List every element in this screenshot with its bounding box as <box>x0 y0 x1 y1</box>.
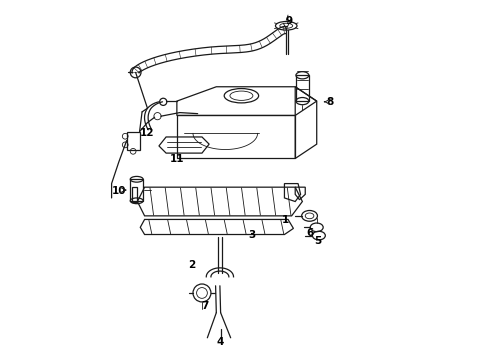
Text: 4: 4 <box>217 337 224 347</box>
Text: 3: 3 <box>248 230 255 239</box>
Text: 11: 11 <box>170 154 184 164</box>
Text: 9: 9 <box>285 17 293 27</box>
Text: 10: 10 <box>112 186 126 197</box>
Bar <box>126 132 140 149</box>
Text: 1: 1 <box>282 215 290 225</box>
Text: 12: 12 <box>140 128 155 138</box>
Text: 5: 5 <box>315 236 322 246</box>
Text: 6: 6 <box>306 228 313 238</box>
Bar <box>296 75 309 101</box>
Text: 7: 7 <box>201 301 209 311</box>
Bar <box>130 179 143 201</box>
Text: 2: 2 <box>188 260 196 270</box>
Text: 8: 8 <box>327 97 334 107</box>
